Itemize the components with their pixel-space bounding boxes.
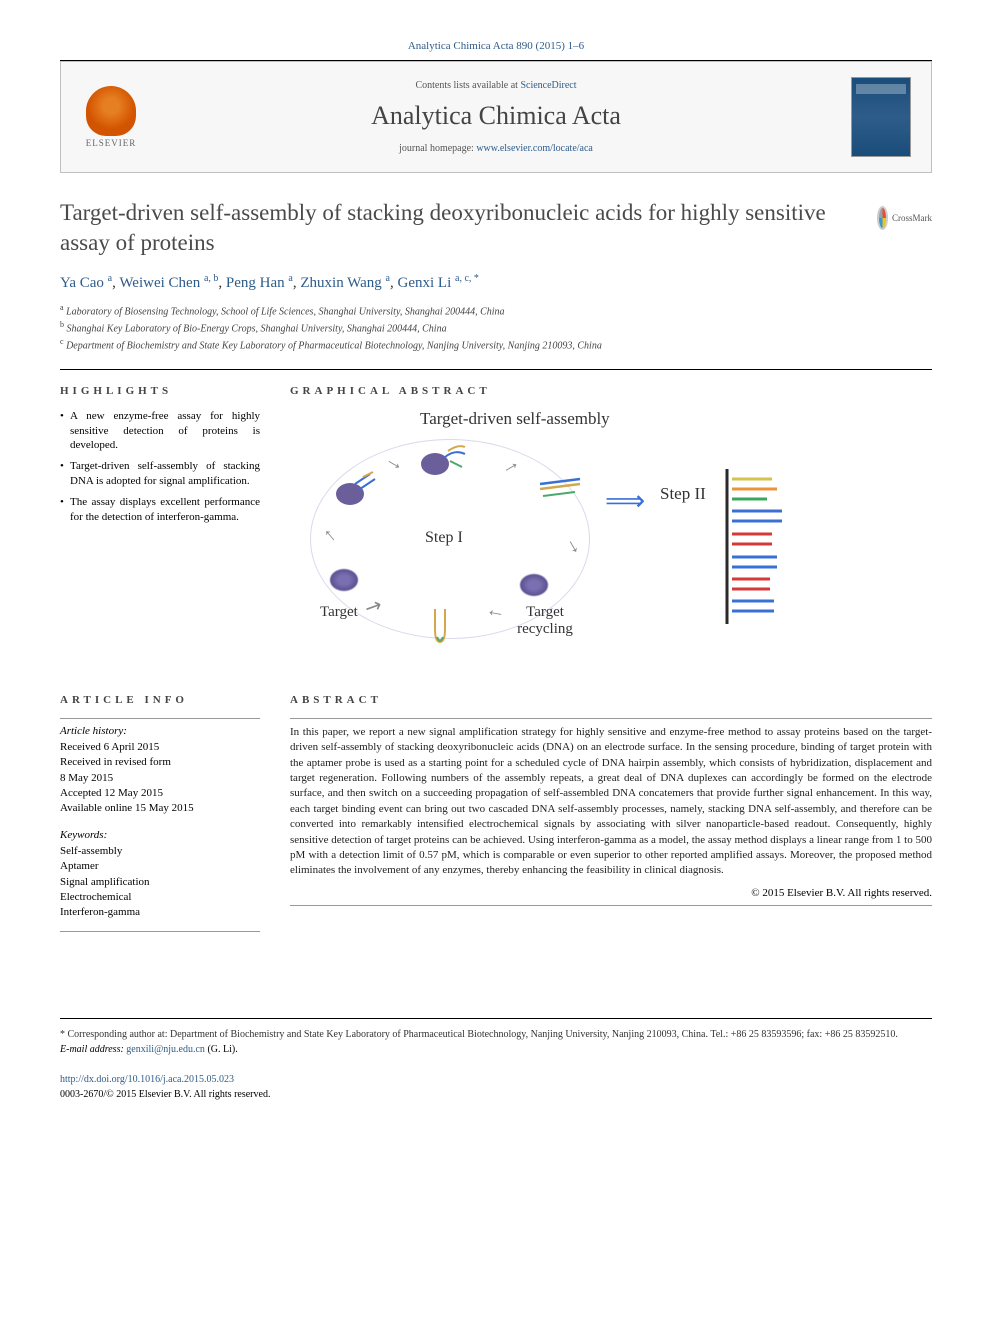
contents-line: Contents lists available at ScienceDirec…: [141, 80, 851, 91]
keywords-label: Keywords:: [60, 829, 260, 841]
ga-complex-left: [335, 469, 380, 518]
keyword-item: Aptamer: [60, 859, 260, 874]
graphical-abstract-column: GRAPHICAL ABSTRACT Target-driven self-as…: [290, 385, 932, 669]
affiliations-list: a Laboratory of Biosensing Technology, S…: [60, 302, 932, 354]
title-row: Target-driven self-assembly of stacking …: [60, 198, 932, 258]
homepage-line: journal homepage: www.elsevier.com/locat…: [141, 143, 851, 154]
abstract-column: ABSTRACT In this paper, we report a new …: [290, 694, 932, 938]
history-item: Available online 15 May 2015: [60, 801, 260, 816]
author-name: Ya Cao a: [60, 275, 112, 291]
header-center: Contents lists available at ScienceDirec…: [141, 80, 851, 154]
affiliation-item: a Laboratory of Biosensing Technology, S…: [60, 302, 932, 319]
keywords-list: Self-assemblyAptamerSignal amplification…: [60, 844, 260, 921]
history-item: Received 6 April 2015: [60, 740, 260, 755]
ga-big-arrow: ⟹: [605, 484, 645, 518]
homepage-link[interactable]: www.elsevier.com/locate/aca: [476, 143, 593, 154]
ga-duplex-right: [535, 474, 585, 513]
ga-step2-electrode: [712, 449, 862, 589]
history-item: 8 May 2015: [60, 771, 260, 786]
author-affiliation-marker: a, b: [204, 273, 218, 284]
highlights-column: HIGHLIGHTS A new enzyme-free assay for h…: [60, 385, 260, 669]
keyword-item: Self-assembly: [60, 844, 260, 859]
affiliation-item: c Department of Biochemistry and State K…: [60, 336, 932, 353]
ga-target-blob-1: [330, 569, 358, 591]
highlight-item: A new enzyme-free assay for highly sensi…: [60, 409, 260, 454]
history-label: Article history:: [60, 725, 260, 737]
email-link[interactable]: genxili@nju.edu.cn: [126, 1044, 205, 1055]
corr-marker: *: [60, 1029, 65, 1040]
section-rule: [60, 369, 932, 370]
journal-name: Analytica Chimica Acta: [141, 101, 851, 131]
history-list: Received 6 April 2015Received in revised…: [60, 740, 260, 817]
info-rule-bottom: [60, 931, 260, 932]
crossmark-label: CrossMark: [892, 213, 932, 223]
article-info-column: ARTICLE INFO Article history: Received 6…: [60, 694, 260, 938]
author-name: Zhuxin Wang a: [300, 275, 390, 291]
article-info-label: ARTICLE INFO: [60, 694, 260, 706]
footer: * Corresponding author at: Department of…: [60, 1018, 932, 1102]
email-line: E-mail address: genxili@nju.edu.cn (G. L…: [60, 1042, 932, 1057]
contents-prefix: Contents lists available at: [415, 80, 520, 91]
citation-header: Analytica Chimica Acta 890 (2015) 1–6: [60, 40, 932, 52]
email-label: E-mail address:: [60, 1044, 126, 1055]
ga-recycling-label: Target recycling: [505, 604, 585, 638]
elsevier-label: ELSEVIER: [86, 138, 137, 148]
keyword-item: Electrochemical: [60, 890, 260, 905]
doi-link[interactable]: http://dx.doi.org/10.1016/j.aca.2015.05.…: [60, 1074, 234, 1085]
author-name: Genxi Li a, c, *: [398, 275, 479, 291]
doi-line: http://dx.doi.org/10.1016/j.aca.2015.05.…: [60, 1072, 932, 1087]
ga-top-label: Target-driven self-assembly: [420, 409, 610, 429]
article-title: Target-driven self-assembly of stacking …: [60, 198, 877, 258]
keyword-item: Interferon-gamma: [60, 905, 260, 920]
highlight-item: The assay displays excellent performance…: [60, 495, 260, 525]
issn-line: 0003-2670/© 2015 Elsevier B.V. All right…: [60, 1087, 932, 1102]
highlight-item: Target-driven self-assembly of stacking …: [60, 459, 260, 489]
ga-target-blob-2: [520, 574, 548, 596]
abstract-rule-bottom: [290, 905, 932, 906]
crossmark-icon: [877, 206, 888, 230]
ga-hairpin-bottom: [425, 609, 455, 644]
ga-complex-top: [420, 439, 470, 483]
highlights-label: HIGHLIGHTS: [60, 385, 260, 397]
crossmark-badge[interactable]: CrossMark: [877, 198, 932, 238]
author-list: Ya Cao a, Weiwei Chen a, b, Peng Han a, …: [60, 273, 932, 292]
journal-header-box: ELSEVIER Contents lists available at Sci…: [60, 61, 932, 173]
ga-step1-label: Step I: [425, 529, 463, 547]
abstract-rule: [290, 718, 932, 719]
homepage-prefix: journal homepage:: [399, 143, 476, 154]
abstract-text: In this paper, we report a new signal am…: [290, 725, 932, 879]
author-affiliation-marker: a, c, *: [455, 273, 479, 284]
highlights-graphical-row: HIGHLIGHTS A new enzyme-free assay for h…: [60, 385, 932, 669]
abstract-label: ABSTRACT: [290, 694, 932, 706]
ga-arrow-6: →: [483, 602, 507, 628]
history-item: Received in revised form: [60, 755, 260, 770]
sciencedirect-link[interactable]: ScienceDirect: [520, 80, 576, 91]
author-name: Weiwei Chen a, b: [119, 275, 218, 291]
author-name: Peng Han a: [226, 275, 293, 291]
highlights-list: A new enzyme-free assay for highly sensi…: [60, 409, 260, 525]
keyword-item: Signal amplification: [60, 875, 260, 890]
info-abstract-row: ARTICLE INFO Article history: Received 6…: [60, 694, 932, 938]
elsevier-tree-icon: [86, 86, 136, 136]
history-item: Accepted 12 May 2015: [60, 786, 260, 801]
copyright-line: © 2015 Elsevier B.V. All rights reserved…: [290, 887, 932, 899]
corresponding-author: * Corresponding author at: Department of…: [60, 1027, 932, 1042]
journal-cover-thumbnail[interactable]: [851, 77, 911, 157]
email-name: (G. Li).: [205, 1044, 238, 1055]
affiliation-item: b Shanghai Key Laboratory of Bio-Energy …: [60, 319, 932, 336]
ga-step2-label: Step II: [660, 484, 706, 504]
elsevier-logo[interactable]: ELSEVIER: [81, 82, 141, 152]
graphical-abstract-figure: Target-driven self-assembly Target Targe…: [290, 409, 932, 669]
info-rule: [60, 718, 260, 719]
graphical-abstract-label: GRAPHICAL ABSTRACT: [290, 385, 932, 397]
ga-target-label: Target: [320, 604, 358, 621]
corr-text: Corresponding author at: Department of B…: [68, 1029, 898, 1040]
